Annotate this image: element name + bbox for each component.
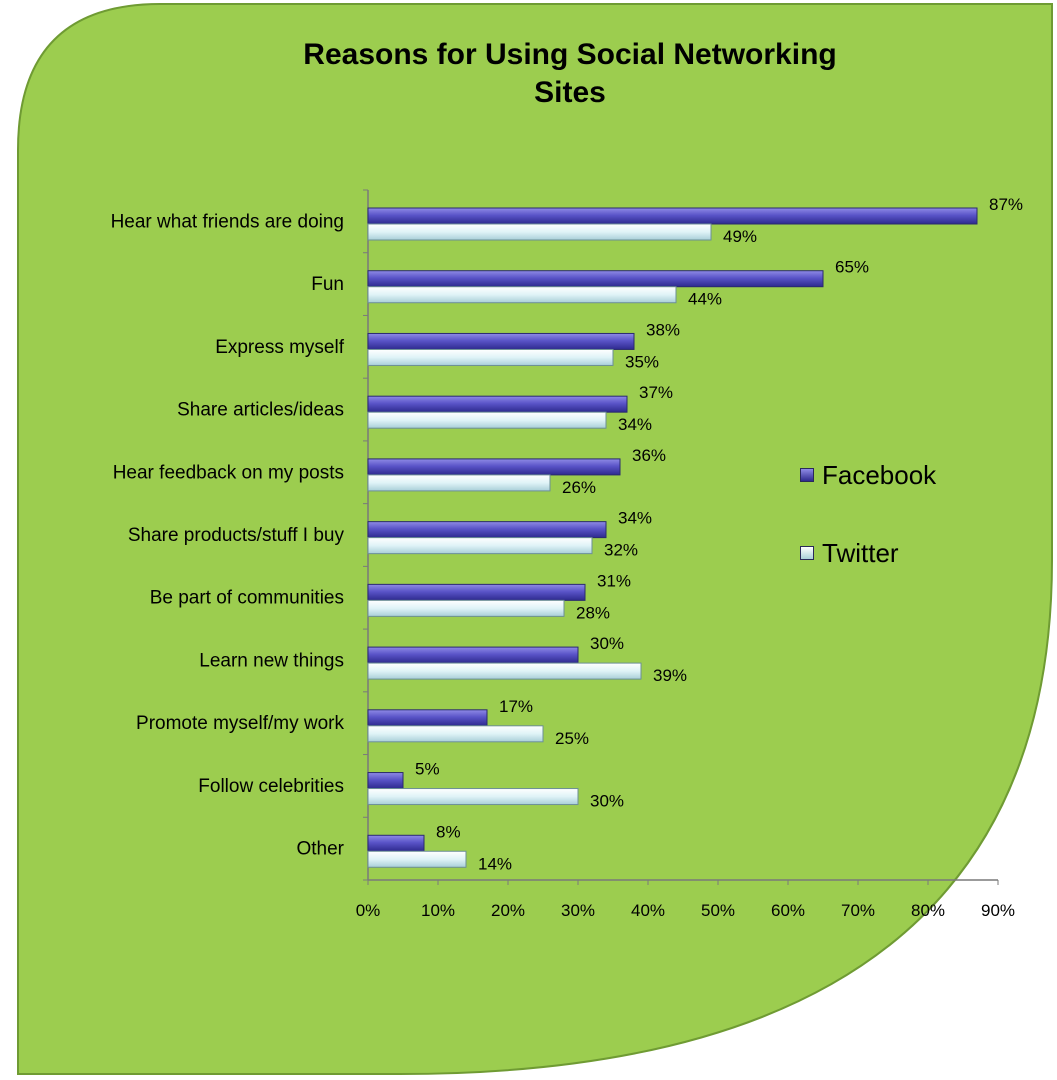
data-label-twitter: 44% [688,290,722,309]
plot-area: 0% 10% 20% 30% 40% 50% 60% 70% 80% 90% Hear what f… [111,189,1023,920]
data-label-facebook: 87% [989,195,1023,214]
bar-twitter [367,286,677,304]
bar-facebook [367,395,628,413]
x-tick-label: 30% [561,901,595,920]
data-label-facebook: 30% [590,634,624,653]
data-label-facebook: 17% [499,697,533,716]
bar-twitter [367,850,467,868]
data-label-facebook: 38% [646,320,680,339]
data-label-facebook: 65% [835,258,869,277]
x-tick-label: 0% [356,901,381,920]
bar-facebook [367,332,635,350]
bar-facebook [367,521,607,539]
data-label-facebook: 5% [415,760,440,779]
x-tick-label: 90% [981,901,1015,920]
x-tick-label: 60% [771,901,805,920]
bar-facebook [367,583,586,601]
legend-swatch-facebook [800,468,814,482]
data-label-twitter: 14% [478,854,512,873]
data-label-twitter: 49% [723,227,757,246]
category-label: Share products/stuff I buy [128,525,345,546]
bar-twitter [367,662,642,680]
category-label: Hear feedback on my posts [113,462,344,483]
data-label-twitter: 26% [562,478,596,497]
bar-twitter [367,599,565,617]
bar-facebook [367,458,621,476]
bar-twitter [367,788,579,806]
category-label: Follow celebrities [198,776,344,797]
category-label: Express myself [215,337,345,358]
data-label-twitter: 39% [653,666,687,685]
data-label-twitter: 28% [576,603,610,622]
data-label-twitter: 32% [604,541,638,560]
legend-entry-facebook: Facebook [800,460,1000,494]
bar-twitter [367,725,544,743]
category-label: Share articles/ideas [177,400,344,421]
legend-entry-twitter: Twitter [800,538,1000,572]
bar-facebook [367,646,579,664]
data-label-facebook: 31% [597,571,631,590]
chart-title: Reasons for Using Social Networking Site… [303,38,837,109]
bar-facebook [367,270,824,288]
legend-label-twitter: Twitter [822,538,899,568]
legend-label-facebook: Facebook [822,460,937,490]
data-label-twitter: 25% [555,729,589,748]
bar-facebook [367,834,425,852]
data-label-facebook: 36% [632,446,666,465]
category-label: Fun [311,274,344,295]
data-label-twitter: 35% [625,352,659,371]
bar-facebook [367,772,404,790]
bar-twitter [367,537,593,555]
legend-swatch-twitter [800,546,814,560]
data-label-twitter: 34% [618,415,652,434]
x-tick-label: 10% [421,901,455,920]
category-label: Be part of communities [150,588,344,609]
x-tick-label: 20% [491,901,525,920]
category-label: Learn new things [199,650,344,671]
bar-twitter [367,474,551,492]
x-tick-label: 80% [911,901,945,920]
bar-twitter [367,223,712,241]
data-label-facebook: 8% [436,822,461,841]
data-label-facebook: 37% [639,383,673,402]
data-label-facebook: 34% [618,509,652,528]
category-label: Hear what friends are doing [111,211,344,232]
bar-facebook [367,207,978,225]
x-tick-label: 70% [841,901,875,920]
x-tick-label: 40% [631,901,665,920]
bar-facebook [367,709,488,727]
category-label: Other [296,839,344,860]
category-label: Promote myself/my work [136,713,344,734]
x-tick-label: 50% [701,901,735,920]
data-label-twitter: 30% [590,792,624,811]
bar-twitter [367,348,614,366]
bar-twitter [367,411,607,429]
